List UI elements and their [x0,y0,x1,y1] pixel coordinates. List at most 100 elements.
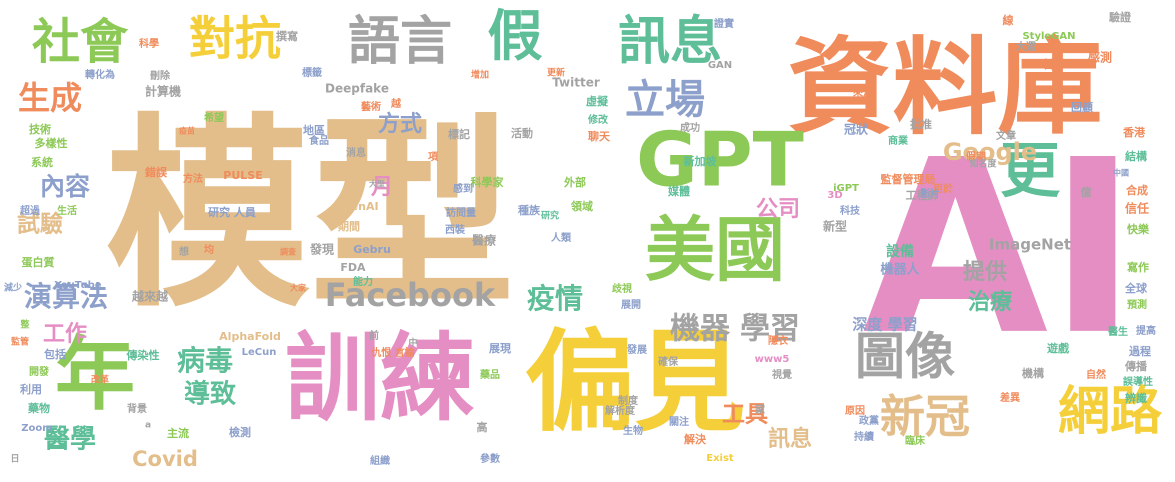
cloud-word: 3D [827,190,842,201]
cloud-word: 更 [1000,137,1061,207]
cloud-word: 標記 [448,127,470,141]
cloud-word: 改革 [91,374,109,386]
cloud-word: 技術 [29,122,51,136]
cloud-word: 藝術 [361,100,381,113]
cloud-word: 解析度 [605,404,636,417]
cloud-word: 工作 [43,322,87,347]
cloud-word: 多樣性 [35,136,68,150]
cloud-word: AlphaFold [219,330,281,343]
cloud-word: 導致 [184,379,237,410]
cloud-word: 成功 [680,121,700,134]
cloud-word: 科技 [840,204,861,217]
cloud-word: 冠狀 [844,122,869,137]
cloud-word: 利用 [20,382,42,396]
cloud-word: 藥物 [27,401,50,415]
cloud-word: 修改 [587,113,609,126]
cloud-word: 調查 [280,247,297,257]
cloud-word: 過程 [1128,344,1151,358]
cloud-word: 日 [10,454,19,465]
cloud-word: 設備 [886,243,914,260]
cloud-word: GAN [708,60,732,71]
cloud-word: 超過 [19,204,41,217]
cloud-word: 越 [390,97,402,110]
cloud-word: 對抗 [189,12,281,66]
cloud-word: 提高 [1136,324,1156,337]
cloud-word: 合成 [1126,183,1148,197]
cloud-word: FDA [340,261,366,274]
cloud-word: 地區 [303,123,325,137]
cloud-word: PULSE [223,169,262,182]
cloud-word: 提供 [963,259,1007,285]
cloud-word: 主流 [167,426,189,440]
cloud-word: Deepfake [325,82,389,96]
cloud-word: 感測 [1088,50,1112,65]
cloud-word: 疫苗 [179,126,195,136]
cloud-word: 網路 [1058,382,1163,442]
cloud-word: 辨識 [1125,391,1147,405]
cloud-word: 確保 [658,355,679,368]
cloud-word: 新型 [823,219,847,234]
cloud-word: 感到 [453,182,473,195]
cloud-word: 西裝 [445,223,466,236]
cloud-word: 立場 [625,77,705,123]
cloud-word: Twitter [552,76,600,90]
cloud-word: LeCun [242,347,277,358]
cloud-word: 生活 [57,204,77,217]
cloud-word: 社會 [32,14,129,70]
cloud-word: OpenAI [333,200,378,213]
cloud-word: 公司 [756,197,800,222]
cloud-word: Facebook [325,276,496,314]
cloud-word: 前 [369,329,379,342]
cloud-word: ImageNet [989,236,1071,254]
cloud-word: 商業 [888,134,909,147]
cloud-word: 訪問量 [446,206,476,219]
cloud-word: 刪除 [150,69,171,82]
cloud-word: 監管 [11,336,29,348]
cloud-word: 新加坡 [684,154,718,168]
cloud-word: 差異 [1000,391,1020,404]
cloud-word: 年 [55,328,135,421]
cloud-word: 計算機 [145,84,181,99]
cloud-word: 種族 [518,203,541,217]
cloud-word: 生成 [18,79,82,117]
cloud-word: 工具 [722,402,768,428]
cloud-word: 月 [370,175,393,200]
cloud-word: 機器人 [880,262,920,278]
cloud-word: 億 [1081,185,1092,199]
cloud-word: 系統 [31,155,53,169]
cloud-word: 研究 [541,210,559,222]
cloud-word: Exist [706,453,734,464]
cloud-word: 領域 [570,199,593,213]
cloud-word: 大選 [1016,40,1036,53]
cloud-word: 內容 [40,172,90,201]
cloud-word: 哲學 [1043,57,1065,71]
cloud-word: StyleGAN [1022,31,1075,42]
cloud-word: 虛擬 [586,94,609,108]
cloud-word: 期間 [338,219,360,233]
cloud-word: 整 [19,319,29,331]
cloud-word: 寫作 [1127,260,1149,274]
cloud-word: 臨床 [905,434,926,447]
cloud-word: 關注 [669,415,689,428]
cloud-word: 增加 [471,69,489,81]
cloud-word: Gebru [353,243,391,256]
cloud-word: 來源 [853,86,873,99]
cloud-word: 演算法 [24,280,108,313]
cloud-word: 假 [487,4,542,68]
cloud-word: 包括 [43,347,66,361]
cloud-word: 真實 [1075,201,1095,214]
cloud-word: 圖像 [855,328,955,386]
cloud-word: 中 [408,337,417,349]
cloud-word: 政黨 [859,414,879,427]
cloud-word: 遊戲 [1047,341,1070,355]
cloud-word: 影片 [920,187,940,200]
cloud-word: 希望 [203,111,224,124]
cloud-word: 撰寫 [276,29,298,43]
cloud-word: 新冠 [880,390,970,443]
cloud-word: 香港 [1122,125,1146,139]
cloud-word: 傳播 [1124,359,1148,373]
cloud-word: 大型 [369,179,385,189]
cloud-word: 視覺 [771,368,792,381]
cloud-word: 持續 [854,430,874,443]
cloud-word: 知名度 [968,158,997,170]
